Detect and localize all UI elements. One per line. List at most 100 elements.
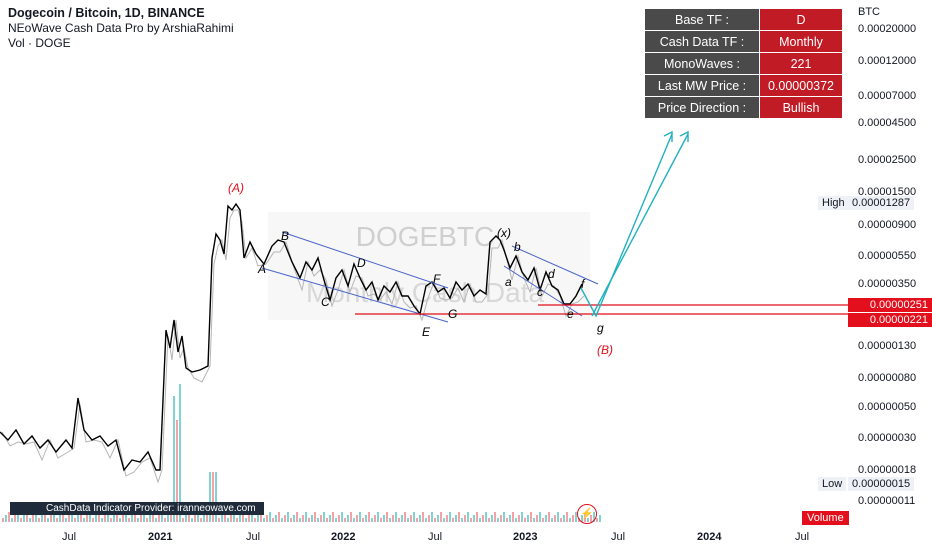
- volume-bar: [542, 518, 544, 522]
- volume-bar: [398, 518, 400, 522]
- volume-bar: [554, 515, 556, 522]
- volume-bar: [260, 512, 262, 522]
- info-row-price-direction: Price Direction : Bullish: [644, 96, 843, 119]
- volume-bar: [218, 518, 220, 522]
- volume-bar: [434, 518, 436, 522]
- price-axis[interactable]: BTC 0.00020000 0.00012000 0.00007000 0.0…: [848, 0, 932, 524]
- volume-bar: [188, 512, 190, 522]
- wave-label-b: b: [514, 240, 521, 254]
- projection-arrowhead-1: [663, 130, 673, 142]
- volume-bar: [428, 515, 430, 522]
- volume-bar: [359, 512, 361, 522]
- wave-label-F: F: [433, 272, 441, 286]
- price-chart[interactable]: DOGEBTC Monthly Cash Data (A) (B) (x) A …: [0, 0, 848, 526]
- wave-label-A-big: (A): [228, 181, 244, 195]
- volume-bar: [242, 512, 244, 522]
- volume-bar: [404, 512, 406, 522]
- volume-bar: [155, 518, 157, 522]
- volume-bar: [509, 515, 511, 522]
- volume-bar: [527, 515, 529, 522]
- volume-bar: [221, 515, 223, 522]
- volume-bar: [482, 515, 484, 522]
- volume-bar: [551, 518, 553, 522]
- volume-bar: [416, 518, 418, 522]
- volume-bar: [311, 515, 313, 522]
- volume-bar: [389, 518, 391, 522]
- channel-line-lower: [261, 267, 449, 323]
- volume-bar: [62, 512, 64, 522]
- info-value: 0.00000372: [759, 74, 843, 97]
- volume-bar: [212, 472, 214, 522]
- wave-label-A: A: [257, 262, 266, 276]
- volume-bar: [491, 515, 493, 522]
- info-value: Bullish: [759, 96, 843, 119]
- volume-bar: [350, 512, 352, 522]
- volume-bar: [467, 512, 469, 522]
- volume-bar: [497, 518, 499, 522]
- volume-bar: [71, 512, 73, 522]
- volume-bar: [266, 515, 268, 522]
- volume-bar: [518, 515, 520, 522]
- time-tick-year: 2021: [148, 531, 173, 543]
- price-tick: 0.00000900: [858, 219, 917, 231]
- volume-bar: [92, 518, 94, 522]
- volume-bar: [176, 420, 178, 522]
- projection-arrowhead-2: [679, 130, 689, 142]
- volume-bar: [101, 518, 103, 522]
- low-value-tag: 0.00000015: [848, 477, 915, 491]
- volume-bar: [401, 515, 403, 522]
- info-row-base-tf: Base TF : D: [644, 8, 843, 31]
- volume-bar: [179, 384, 181, 522]
- volume-bar: [275, 515, 277, 522]
- volume-bar: [23, 515, 25, 522]
- volume-bar: [410, 515, 412, 522]
- volume-bar: [461, 518, 463, 522]
- volume-bar: [323, 512, 325, 522]
- volume-bar: [353, 518, 355, 522]
- volume-title[interactable]: Vol · DOGE: [8, 36, 71, 50]
- volume-bar: [254, 518, 256, 522]
- volume-bar: [560, 518, 562, 522]
- info-row-monowaves: MonoWaves : 221: [644, 52, 843, 75]
- volume-bar: [536, 515, 538, 522]
- wave-label-e: e: [567, 307, 574, 321]
- wave-label-d: d: [548, 267, 555, 281]
- volume-bar: [137, 518, 139, 522]
- time-axis[interactable]: Jul 2021 Jul 2022 Jul 2023 Jul 2024 Jul: [0, 526, 848, 550]
- volume-bar: [392, 515, 394, 522]
- volume-bar: [131, 515, 133, 522]
- volume-bar: [557, 512, 559, 522]
- volume-bar: [485, 512, 487, 522]
- volume-bar: [503, 512, 505, 522]
- volume-bar: [455, 515, 457, 522]
- volume-bar: [515, 518, 517, 522]
- chart-header: Dogecoin / Bitcoin, 1D, BINANCE NEoWave …: [8, 6, 234, 51]
- symbol-title[interactable]: Dogecoin / Bitcoin, 1D, BINANCE: [8, 6, 205, 20]
- volume-bar: [125, 512, 127, 522]
- watermark-symbol: DOGEBTC: [356, 221, 494, 252]
- volume-bar: [488, 518, 490, 522]
- price-tick: 0.00000350: [858, 278, 917, 290]
- price-tick: 0.00000030: [858, 432, 917, 444]
- volume-bar: [251, 512, 253, 522]
- volume-bar: [11, 518, 13, 522]
- volume-bar: [521, 512, 523, 522]
- wave-label-D: D: [357, 256, 366, 270]
- level-tag-251: 0.00000251: [848, 298, 932, 312]
- volume-bar: [191, 518, 193, 522]
- volume-bar: [272, 518, 274, 522]
- indicator-title[interactable]: NEoWave Cash Data Pro by ArshiaRahimi: [8, 21, 234, 35]
- wave-label-G: G: [448, 307, 457, 321]
- volume-bar: [245, 518, 247, 522]
- volume-bar: [395, 512, 397, 522]
- level-tag-221: 0.00000221: [848, 313, 932, 327]
- volume-bar: [2, 518, 4, 522]
- volume-bar: [383, 515, 385, 522]
- volume-bar: [185, 515, 187, 522]
- volume-bar: [197, 512, 199, 522]
- volume-bar: [32, 515, 34, 522]
- volume-bar: [140, 515, 142, 522]
- wave-label-B-big: (B): [597, 343, 613, 357]
- lightning-alert-icon[interactable]: ⚡: [577, 504, 597, 524]
- info-row-last-mw-price: Last MW Price : 0.00000372: [644, 74, 843, 97]
